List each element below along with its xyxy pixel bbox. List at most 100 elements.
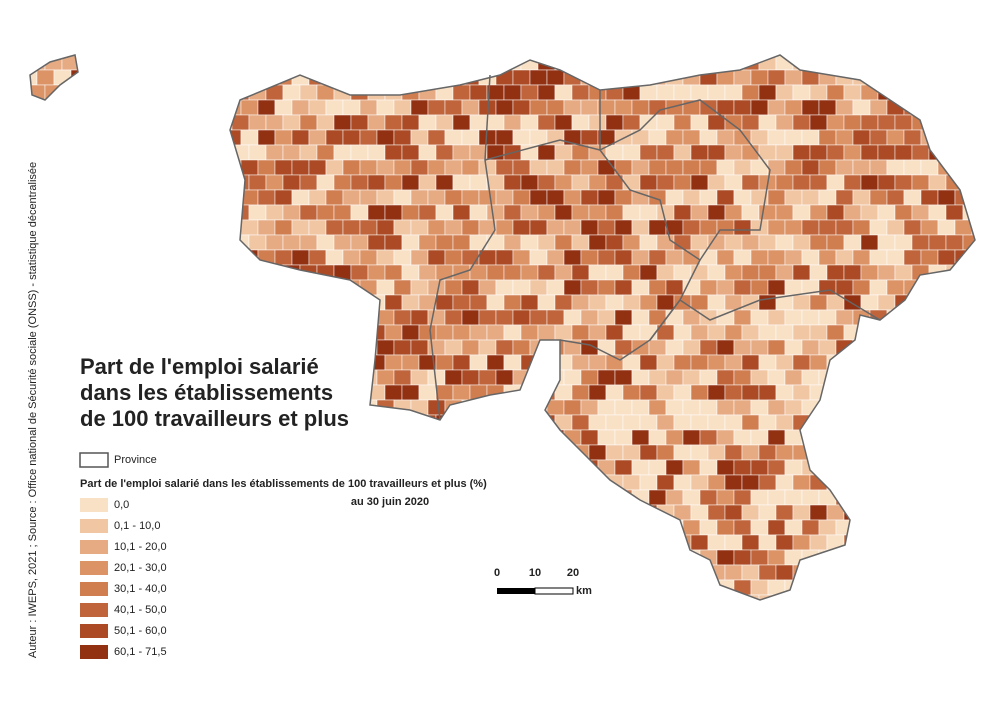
municipality <box>435 504 454 521</box>
municipality <box>189 219 208 236</box>
municipality <box>741 414 760 431</box>
municipality <box>367 414 386 431</box>
municipality <box>61 204 80 221</box>
municipality <box>325 459 344 476</box>
municipality <box>639 474 658 491</box>
municipality <box>980 415 997 430</box>
municipality <box>316 594 335 600</box>
municipality <box>427 459 446 476</box>
municipality <box>563 189 582 206</box>
municipality <box>877 444 896 461</box>
municipality <box>903 189 922 206</box>
municipality <box>954 429 973 446</box>
municipality <box>138 429 157 446</box>
municipality <box>588 564 607 581</box>
municipality <box>359 549 378 566</box>
municipality <box>359 55 378 56</box>
municipality <box>520 444 539 461</box>
municipality <box>214 444 233 461</box>
municipality <box>36 69 55 86</box>
municipality <box>529 129 548 146</box>
municipality <box>503 504 522 521</box>
municipality <box>291 279 310 296</box>
municipality <box>724 354 743 371</box>
municipality <box>580 519 599 536</box>
municipality <box>469 444 488 461</box>
municipality <box>894 444 913 461</box>
municipality <box>367 444 386 461</box>
municipality <box>690 534 709 551</box>
municipality <box>427 189 446 206</box>
municipality <box>920 429 939 446</box>
municipality <box>325 579 344 596</box>
municipality <box>699 339 718 356</box>
municipality <box>945 474 964 491</box>
municipality <box>614 189 633 206</box>
municipality <box>257 189 276 206</box>
municipality <box>478 549 497 566</box>
municipality <box>622 294 641 311</box>
municipality <box>299 55 318 71</box>
municipality <box>554 114 573 131</box>
municipality <box>877 534 896 551</box>
municipality <box>393 459 412 476</box>
municipality <box>818 99 837 116</box>
municipality <box>835 189 854 206</box>
municipality <box>980 265 997 280</box>
municipality <box>197 264 216 281</box>
municipality <box>61 324 80 341</box>
municipality <box>775 114 794 131</box>
municipality <box>70 159 89 176</box>
municipality <box>971 309 975 326</box>
municipality <box>631 99 650 116</box>
municipality <box>894 144 913 161</box>
municipality <box>877 384 896 401</box>
municipality <box>971 159 975 176</box>
municipality <box>733 369 752 386</box>
municipality <box>36 399 55 416</box>
municipality <box>903 69 922 86</box>
municipality <box>750 519 769 536</box>
municipality <box>308 99 327 116</box>
municipality <box>707 474 726 491</box>
municipality <box>758 414 777 431</box>
municipality <box>435 414 454 431</box>
municipality <box>605 534 624 551</box>
municipality <box>376 129 395 146</box>
municipality <box>673 114 692 131</box>
municipality <box>155 339 174 356</box>
municipality <box>342 519 361 536</box>
municipality <box>682 129 701 146</box>
municipality <box>724 264 743 281</box>
municipality <box>962 114 975 131</box>
municipality <box>520 234 539 251</box>
municipality <box>580 69 599 86</box>
municipality <box>571 384 590 401</box>
municipality <box>418 264 437 281</box>
municipality <box>852 579 871 596</box>
municipality <box>775 564 794 581</box>
municipality <box>741 504 760 521</box>
municipality <box>733 249 752 266</box>
municipality <box>546 189 565 206</box>
municipality <box>937 309 956 326</box>
municipality <box>452 564 471 581</box>
municipality <box>495 99 514 116</box>
municipality <box>155 429 174 446</box>
municipality <box>792 594 811 600</box>
municipality <box>274 189 293 206</box>
municipality <box>656 564 675 581</box>
municipality <box>129 174 148 191</box>
municipality <box>172 459 191 476</box>
municipality <box>869 219 888 236</box>
municipality <box>325 339 344 356</box>
municipality <box>877 324 896 341</box>
municipality <box>869 459 888 476</box>
municipality <box>809 474 828 491</box>
municipality <box>971 399 975 416</box>
municipality <box>750 429 769 446</box>
municipality <box>903 339 922 356</box>
municipality <box>716 279 735 296</box>
municipality <box>690 55 709 71</box>
municipality <box>588 55 607 71</box>
